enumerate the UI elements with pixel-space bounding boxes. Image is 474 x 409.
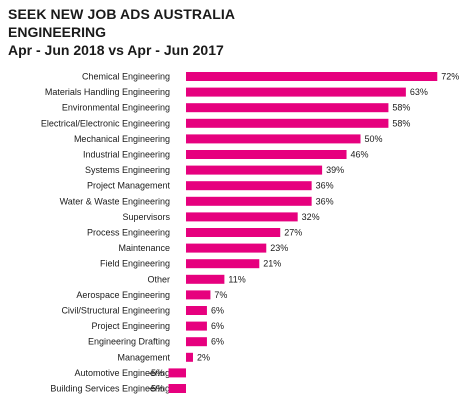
- category-label: Engineering Drafting: [88, 337, 170, 347]
- value-label: 36%: [316, 196, 334, 206]
- bar: [168, 368, 186, 378]
- category-label: Environmental Engineering: [62, 103, 170, 113]
- bar: [186, 87, 406, 97]
- bar: [186, 134, 361, 144]
- category-label: Field Engineering: [100, 259, 170, 269]
- bar: [186, 290, 211, 300]
- chart-title: SEEK NEW JOB ADS AUSTRALIA: [8, 6, 236, 22]
- value-label: 50%: [365, 134, 383, 144]
- category-label: Project Engineering: [91, 321, 170, 331]
- value-label: 58%: [392, 118, 410, 128]
- value-label: -5%: [148, 384, 164, 394]
- category-label: Other: [147, 274, 170, 284]
- chart-period: Apr - Jun 2018 vs Apr - Jun 2017: [8, 42, 224, 58]
- value-label: 36%: [316, 181, 334, 191]
- chart-title-block: SEEK NEW JOB ADS AUSTRALIA ENGINEERING A…: [8, 6, 235, 58]
- bar: [186, 321, 207, 331]
- bar: [186, 181, 312, 191]
- value-label: 23%: [270, 243, 288, 253]
- category-label: Electrical/Electronic Engineering: [41, 118, 170, 128]
- value-label: 6%: [211, 321, 224, 331]
- category-label: Building Services Engineering: [50, 384, 170, 394]
- bar: [186, 259, 260, 269]
- bar: [186, 352, 193, 362]
- value-label: 27%: [284, 228, 302, 238]
- bar: [186, 165, 323, 175]
- bar: [186, 243, 267, 253]
- bar: [168, 384, 186, 393]
- value-label: 58%: [392, 103, 410, 113]
- category-label: Systems Engineering: [85, 165, 170, 175]
- bar: [186, 72, 438, 81]
- value-label: 21%: [263, 259, 281, 269]
- value-label: 32%: [302, 212, 320, 222]
- bar: [186, 228, 281, 237]
- value-label: 7%: [214, 290, 227, 300]
- value-label: 6%: [211, 306, 224, 316]
- bar: [186, 212, 298, 222]
- value-label: 46%: [351, 150, 369, 160]
- category-label: Automotive Engineering: [74, 368, 170, 378]
- bar: [186, 103, 389, 113]
- category-label: Materials Handling Engineering: [45, 87, 170, 97]
- value-label: 6%: [211, 337, 224, 347]
- bar: [186, 274, 225, 284]
- category-label: Industrial Engineering: [83, 150, 170, 160]
- value-label: 63%: [410, 87, 428, 97]
- category-label: Maintenance: [118, 243, 170, 253]
- category-label: Chemical Engineering: [82, 72, 170, 82]
- bar: [186, 150, 347, 159]
- bar: [186, 196, 312, 206]
- category-label: Supervisors: [122, 212, 170, 222]
- bar: [186, 306, 207, 315]
- category-label: Aerospace Engineering: [76, 290, 170, 300]
- value-label: 72%: [441, 72, 459, 82]
- category-label: Project Management: [87, 181, 171, 191]
- value-label: 39%: [326, 165, 344, 175]
- category-label: Management: [117, 352, 170, 362]
- category-label: Process Engineering: [87, 228, 170, 238]
- bar: [186, 118, 389, 128]
- category-label: Mechanical Engineering: [74, 134, 170, 144]
- category-label: Civil/Structural Engineering: [61, 306, 170, 316]
- value-label: 2%: [197, 352, 210, 362]
- bar: [186, 337, 207, 347]
- category-label: Water & Waste Engineering: [60, 196, 170, 206]
- value-label: -5%: [148, 368, 164, 378]
- chart-subtitle: ENGINEERING: [8, 24, 107, 40]
- value-label: 11%: [228, 274, 245, 284]
